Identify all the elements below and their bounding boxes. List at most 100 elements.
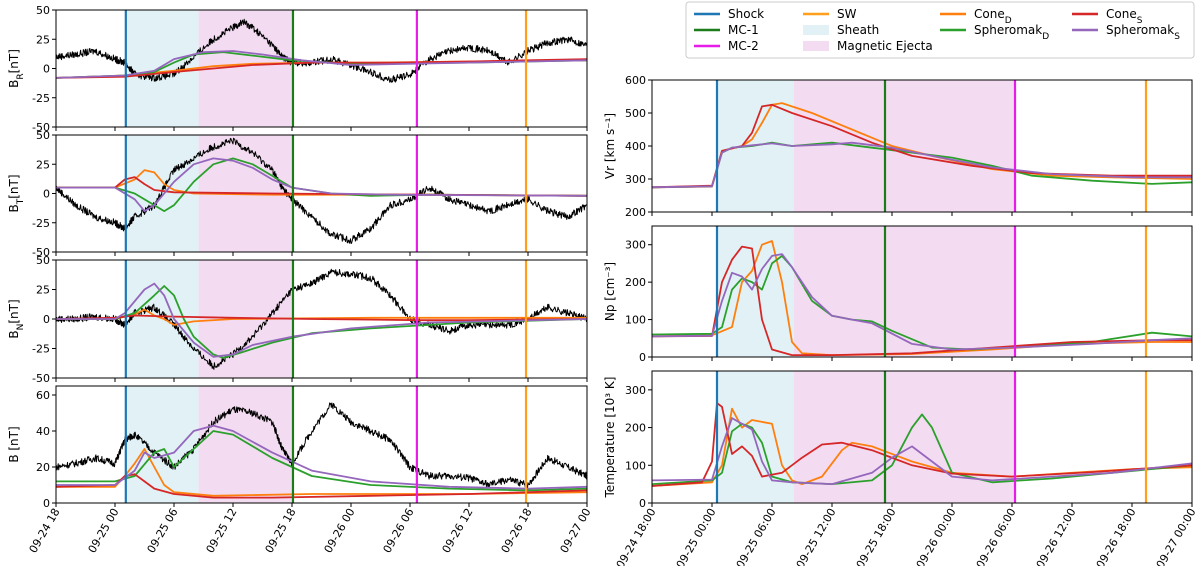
panel-frame <box>651 225 1193 358</box>
y-axis-label: BT[nT] <box>7 174 26 212</box>
legend-label-sub: D <box>1042 32 1049 42</box>
y-tick-label: -25 <box>32 92 50 105</box>
legend-swatch <box>803 25 829 35</box>
model-line-sph-s <box>652 417 1192 485</box>
legend-label: Sheath <box>837 23 879 37</box>
y-axis-label-unit: [nT] <box>7 49 21 73</box>
y-tick-label: -25 <box>32 343 50 356</box>
panel-body <box>652 80 1192 212</box>
x-tick-label: 09-25 12:00 <box>794 506 839 566</box>
panel-body <box>56 260 587 378</box>
sheath-region <box>717 226 794 357</box>
y-tick-label: 0 <box>43 313 50 326</box>
y-axis-label: Vr [km s⁻¹] <box>603 113 617 179</box>
legend-label-sub: S <box>1174 32 1180 42</box>
x-tick-label: 09-25 12 <box>204 506 240 555</box>
observed-line <box>56 402 587 489</box>
y-tick-label: 100 <box>625 459 646 472</box>
panel-body <box>56 386 587 503</box>
legend-label: Magnetic Ejecta <box>837 39 933 53</box>
y-axis-label-sub: R <box>16 73 26 79</box>
y-tick-label: 20 <box>36 461 50 474</box>
y-tick-label: 25 <box>36 284 50 297</box>
y-axis-label-unit: [nT] <box>7 299 21 323</box>
legend-label-sub: D <box>1005 16 1012 26</box>
legend-label: MC-2 <box>728 39 759 53</box>
y-axis-label-sub: T <box>16 198 26 205</box>
y-axis-label: Np [cm⁻³] <box>603 262 617 321</box>
y-tick-label: 100 <box>625 314 646 327</box>
legend-label: Shock <box>728 7 764 21</box>
y-tick-label: 300 <box>625 173 646 186</box>
panel-body <box>652 226 1192 357</box>
y-tick-label: 0 <box>639 497 646 510</box>
y-tick-label: 50 <box>36 129 50 142</box>
legend-item: SW <box>803 7 857 21</box>
y-tick-label: 40 <box>36 425 50 438</box>
x-tick-label: 09-25 06 <box>145 506 181 555</box>
panel-frame <box>55 385 588 504</box>
panel-body <box>652 371 1192 503</box>
model-line-sph-d <box>652 413 1192 485</box>
legend-item: MC-1 <box>694 23 759 37</box>
ejecta-region <box>794 80 1015 212</box>
y-tick-label: -50 <box>32 121 50 134</box>
y-axis-label-sub: N <box>16 324 26 331</box>
model-line-sph-s <box>652 141 1192 189</box>
panel-Np: 0 100 200 300 Np [cm⁻³] <box>603 225 1193 364</box>
x-tick-label: 09-25 00 <box>86 506 122 555</box>
x-tick-label: 09-26 18 <box>499 506 535 555</box>
model-line-sph-d <box>56 430 587 492</box>
y-tick-label: 50 <box>36 4 50 17</box>
x-tick-label: 09-26 06 <box>381 506 417 555</box>
x-tick-label: 09-24 18 <box>27 506 63 555</box>
legend-item: Sheath <box>803 23 879 37</box>
observed-line <box>56 137 587 244</box>
model-line-sph-s <box>56 157 587 212</box>
ejecta-region <box>198 386 293 503</box>
panel-body <box>56 10 587 127</box>
y-axis-label: Temperature [10³ K] <box>603 377 617 499</box>
x-tick-label: 09-25 06:00 <box>734 506 779 566</box>
ejecta-region <box>794 226 1015 357</box>
panel-B: 0 20 40 60 09-24 18 09-25 00 09-25 06 09-25 12 0… <box>7 385 594 555</box>
model-line-sph-s <box>56 424 587 490</box>
y-tick-label: 300 <box>625 384 646 397</box>
model-line-cone-s <box>56 58 587 79</box>
x-tick-label: 09-26 06:00 <box>974 506 1019 566</box>
x-tick-label: 09-25 18 <box>263 506 299 555</box>
x-tick-label: 09-27 00:00 <box>1154 506 1199 566</box>
panel-body <box>56 135 587 252</box>
x-tick-label: 09-27 00 <box>558 506 594 555</box>
y-tick-label: 300 <box>625 239 646 252</box>
y-tick-label: 200 <box>625 276 646 289</box>
legend-label: SW <box>837 7 857 21</box>
y-tick-label: -25 <box>32 217 50 230</box>
y-tick-label: 500 <box>625 107 646 120</box>
ejecta-region <box>794 371 1015 503</box>
y-tick-label: 200 <box>625 206 646 219</box>
y-axis-label: BR[nT] <box>7 49 26 88</box>
model-line-sph-s <box>56 50 587 79</box>
y-tick-label: 600 <box>625 74 646 87</box>
y-axis-label: B [nT] <box>7 426 21 462</box>
panel-frame <box>651 370 1193 504</box>
y-tick-label: -50 <box>32 246 50 259</box>
legend-item: Magnetic Ejecta <box>803 39 933 53</box>
model-line-cone-s <box>56 473 587 499</box>
x-tick-label: 09-26 12 <box>440 506 476 555</box>
x-tick-label: 09-26 12:00 <box>1034 506 1079 566</box>
sheath-region <box>125 386 199 503</box>
x-tick-label: 09-25 18:00 <box>854 506 899 566</box>
y-tick-label: 0 <box>43 63 50 76</box>
y-tick-label: 0 <box>43 497 50 510</box>
y-tick-label: 200 <box>625 422 646 435</box>
legend-label-sub: S <box>1137 16 1143 26</box>
x-tick-label: 09-26 18:00 <box>1094 506 1139 566</box>
y-axis-label-unit: [nT] <box>7 174 21 198</box>
y-tick-label: 25 <box>36 158 50 171</box>
legend-item: MC-2 <box>694 39 759 53</box>
y-tick-label: 25 <box>36 33 50 46</box>
